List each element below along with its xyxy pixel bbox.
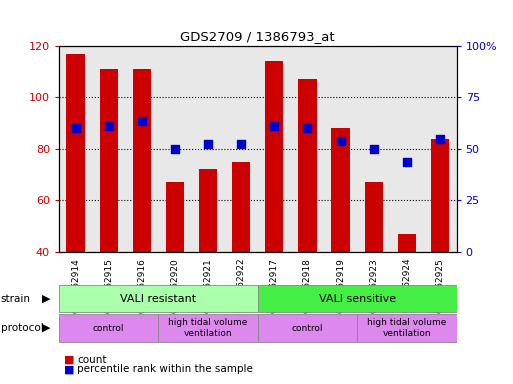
Text: percentile rank within the sample: percentile rank within the sample bbox=[77, 364, 253, 374]
Bar bbox=[67, 54, 85, 354]
Text: VALI resistant: VALI resistant bbox=[121, 293, 196, 304]
Bar bbox=[265, 61, 284, 354]
Bar bbox=[199, 169, 217, 354]
Bar bbox=[159, 314, 258, 342]
Text: protocol: protocol bbox=[1, 323, 43, 333]
Bar bbox=[59, 285, 258, 313]
Point bbox=[71, 125, 80, 131]
Point bbox=[337, 138, 345, 144]
Text: control: control bbox=[93, 324, 125, 333]
Bar bbox=[258, 314, 357, 342]
Text: high tidal volume
ventilation: high tidal volume ventilation bbox=[367, 318, 446, 338]
Point bbox=[237, 141, 245, 147]
Text: ■: ■ bbox=[64, 355, 74, 365]
Point bbox=[436, 136, 444, 142]
Text: VALI sensitive: VALI sensitive bbox=[319, 293, 396, 304]
Bar bbox=[100, 69, 118, 354]
Bar bbox=[133, 69, 151, 354]
Text: ▶: ▶ bbox=[42, 323, 50, 333]
Text: ▶: ▶ bbox=[42, 293, 50, 304]
Bar bbox=[232, 162, 250, 354]
Bar bbox=[258, 285, 457, 313]
Text: high tidal volume
ventilation: high tidal volume ventilation bbox=[168, 318, 248, 338]
Text: control: control bbox=[292, 324, 323, 333]
Text: count: count bbox=[77, 355, 107, 365]
Bar bbox=[365, 182, 383, 354]
Point bbox=[403, 159, 411, 165]
Point bbox=[370, 146, 378, 152]
Bar bbox=[59, 314, 159, 342]
Point bbox=[137, 118, 146, 124]
Text: ■: ■ bbox=[64, 364, 74, 374]
Bar bbox=[299, 79, 317, 354]
Bar bbox=[431, 139, 449, 354]
Point bbox=[171, 146, 179, 152]
Point bbox=[105, 122, 113, 129]
Point bbox=[204, 141, 212, 147]
Text: strain: strain bbox=[1, 293, 30, 304]
Point bbox=[270, 122, 279, 129]
Title: GDS2709 / 1386793_at: GDS2709 / 1386793_at bbox=[181, 30, 335, 43]
Bar bbox=[398, 233, 416, 354]
Point bbox=[303, 125, 311, 131]
Bar bbox=[166, 182, 184, 354]
Bar bbox=[331, 128, 350, 354]
Bar bbox=[357, 314, 457, 342]
